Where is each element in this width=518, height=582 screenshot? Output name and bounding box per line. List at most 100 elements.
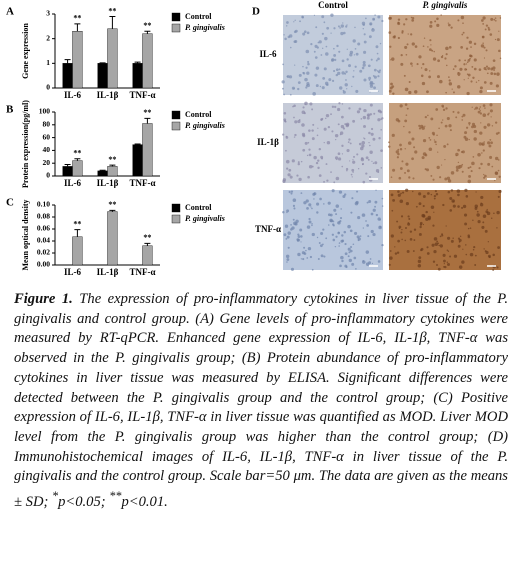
cell-nucleus bbox=[453, 254, 458, 258]
cell-nucleus bbox=[491, 125, 494, 127]
cell-nucleus bbox=[286, 211, 288, 214]
cell-nucleus bbox=[463, 63, 466, 66]
legend-label: P. gingivalis bbox=[185, 214, 225, 223]
cell-nucleus bbox=[293, 40, 297, 44]
cell-nucleus bbox=[327, 224, 330, 226]
cell-nucleus bbox=[404, 239, 407, 242]
cell-nucleus bbox=[414, 150, 418, 154]
cell-nucleus bbox=[405, 18, 408, 21]
cell-nucleus bbox=[349, 142, 352, 145]
bar bbox=[62, 166, 73, 177]
cell-nucleus bbox=[288, 34, 293, 38]
cell-nucleus bbox=[288, 75, 293, 79]
cell-nucleus bbox=[282, 211, 285, 214]
cell-nucleus bbox=[318, 242, 321, 245]
cell-nucleus bbox=[362, 227, 365, 229]
cell-nucleus bbox=[313, 198, 315, 200]
cell-nucleus bbox=[401, 228, 403, 231]
cell-nucleus bbox=[462, 204, 467, 209]
cell-nucleus bbox=[286, 258, 290, 261]
cell-nucleus bbox=[403, 125, 405, 128]
cell-nucleus bbox=[350, 173, 353, 176]
cell-nucleus bbox=[397, 36, 400, 40]
cell-nucleus bbox=[294, 64, 296, 66]
cell-nucleus bbox=[469, 54, 472, 58]
cell-nucleus bbox=[301, 15, 304, 19]
cell-nucleus bbox=[372, 82, 375, 85]
cell-nucleus bbox=[425, 210, 428, 214]
cell-nucleus bbox=[461, 170, 464, 173]
x-tick-label: IL-1β bbox=[97, 90, 119, 100]
significance: ** bbox=[143, 21, 151, 30]
cell-nucleus bbox=[330, 171, 332, 173]
cell-nucleus bbox=[302, 134, 306, 138]
cell-nucleus bbox=[404, 119, 408, 123]
cell-nucleus bbox=[306, 31, 310, 35]
cell-nucleus bbox=[284, 224, 289, 228]
cell-nucleus bbox=[478, 142, 482, 146]
cell-nucleus bbox=[457, 19, 460, 22]
cell-nucleus bbox=[433, 237, 438, 241]
cell-nucleus bbox=[375, 169, 380, 173]
cell-nucleus bbox=[376, 52, 379, 55]
cell-nucleus bbox=[379, 42, 382, 45]
cell-nucleus bbox=[348, 107, 351, 110]
bar bbox=[142, 33, 153, 89]
y-tick-label: 0 bbox=[46, 171, 50, 180]
cell-nucleus bbox=[363, 50, 367, 54]
cell-nucleus bbox=[327, 201, 331, 205]
cell-nucleus bbox=[493, 18, 496, 21]
cell-nucleus bbox=[297, 235, 301, 239]
cell-nucleus bbox=[334, 105, 337, 109]
cell-nucleus bbox=[453, 91, 455, 94]
significance: ** bbox=[108, 155, 116, 164]
cell-nucleus bbox=[292, 218, 295, 221]
cell-nucleus bbox=[368, 35, 372, 39]
cell-nucleus bbox=[477, 110, 481, 114]
cell-nucleus bbox=[374, 14, 376, 16]
cell-nucleus bbox=[351, 176, 353, 178]
cell-nucleus bbox=[440, 14, 442, 16]
cell-nucleus bbox=[417, 263, 422, 268]
bar bbox=[97, 63, 108, 89]
cell-nucleus bbox=[331, 130, 334, 133]
cell-nucleus bbox=[404, 148, 406, 150]
x-tick-label: IL-1β bbox=[97, 267, 119, 277]
cell-nucleus bbox=[303, 201, 307, 205]
cell-nucleus bbox=[286, 75, 289, 78]
cell-nucleus bbox=[286, 235, 290, 239]
cell-nucleus bbox=[445, 107, 448, 110]
cell-nucleus bbox=[353, 70, 355, 72]
cell-nucleus bbox=[494, 179, 496, 182]
cell-nucleus bbox=[344, 123, 347, 126]
cell-nucleus bbox=[390, 234, 394, 238]
cell-nucleus bbox=[296, 174, 299, 177]
cell-nucleus bbox=[357, 42, 361, 46]
cell-nucleus bbox=[315, 161, 319, 165]
micrograph bbox=[388, 14, 502, 96]
cell-nucleus bbox=[341, 165, 344, 168]
cell-nucleus bbox=[397, 152, 400, 156]
cell-nucleus bbox=[407, 33, 409, 35]
cell-nucleus bbox=[442, 253, 446, 257]
cell-nucleus bbox=[300, 258, 303, 260]
cell-nucleus bbox=[344, 242, 347, 246]
cell-nucleus bbox=[345, 25, 348, 28]
cell-nucleus bbox=[297, 81, 301, 85]
cell-nucleus bbox=[338, 245, 340, 247]
cell-nucleus bbox=[426, 246, 429, 249]
micrograph bbox=[281, 13, 384, 96]
cell-nucleus bbox=[388, 141, 390, 144]
cell-nucleus bbox=[339, 264, 342, 268]
cell-nucleus bbox=[304, 30, 307, 33]
cell-nucleus bbox=[377, 57, 380, 61]
cell-nucleus bbox=[460, 46, 463, 49]
micrograph-bg bbox=[283, 103, 383, 183]
cell-nucleus bbox=[446, 143, 449, 146]
cell-nucleus bbox=[464, 222, 468, 226]
cell-nucleus bbox=[440, 121, 443, 124]
cell-nucleus bbox=[316, 211, 319, 214]
cell-nucleus bbox=[375, 45, 379, 49]
cell-nucleus bbox=[407, 222, 411, 226]
cell-nucleus bbox=[302, 71, 305, 74]
